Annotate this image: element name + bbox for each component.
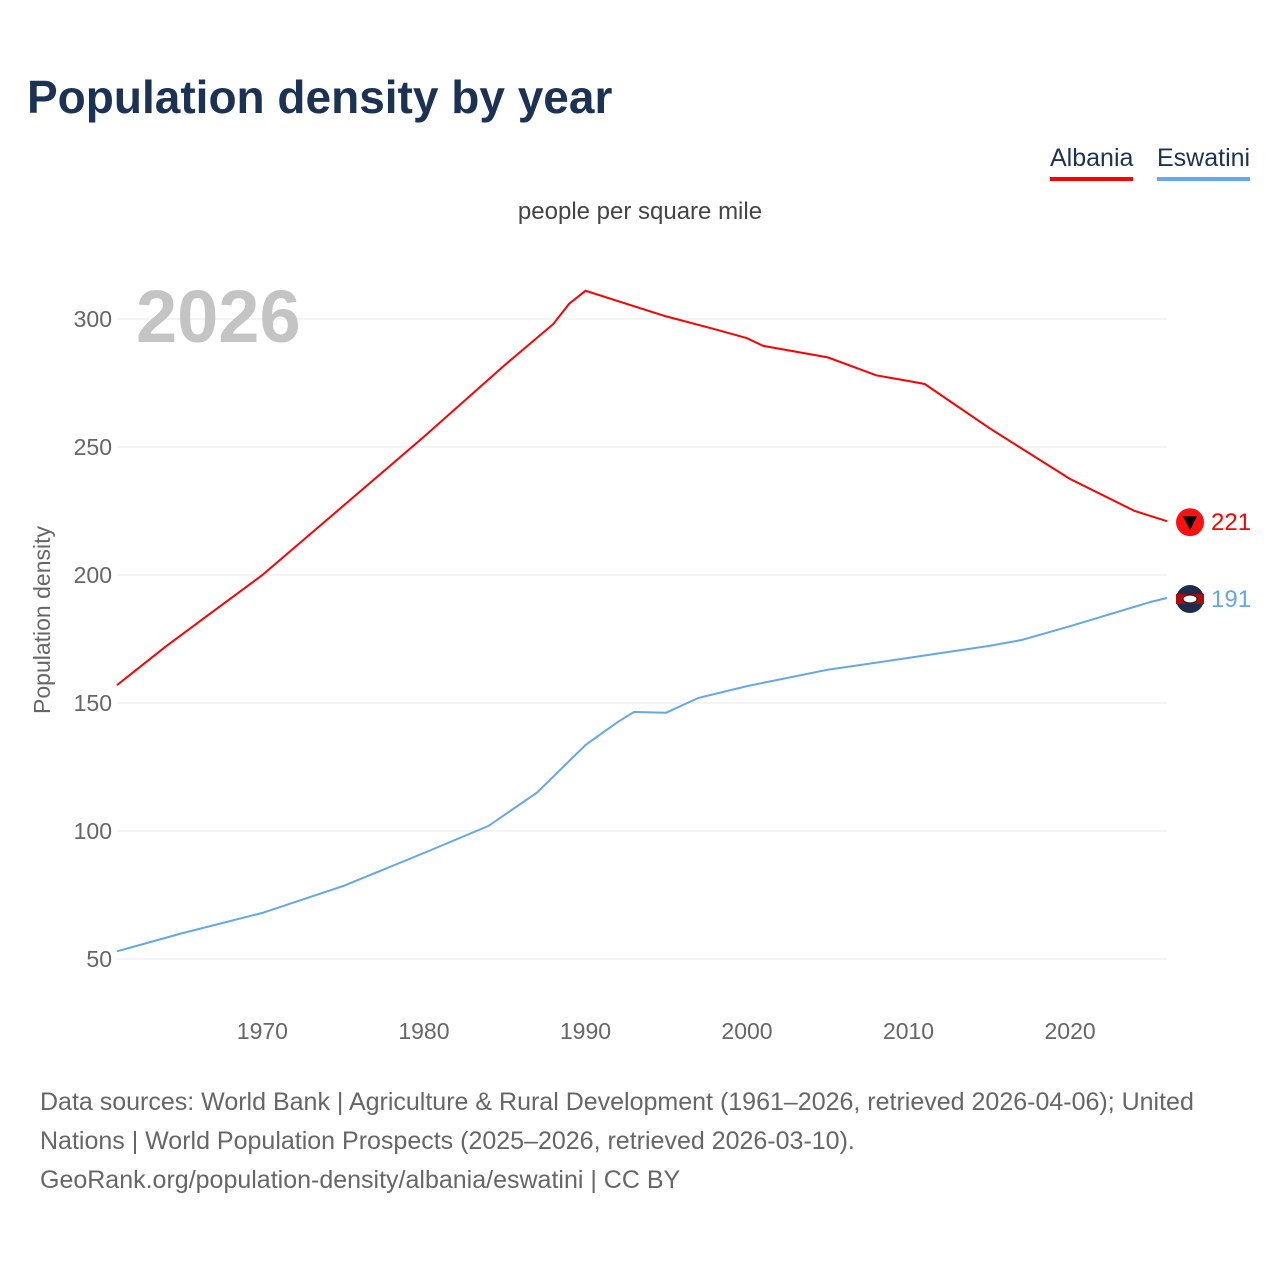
x-tick-label: 1980 bbox=[398, 1018, 449, 1044]
x-tick-label: 2000 bbox=[721, 1018, 772, 1044]
end-value-label: 191 bbox=[1211, 586, 1251, 613]
data-sources: Data sources: World Bank | Agriculture &… bbox=[40, 1083, 1250, 1200]
y-tick-label: 300 bbox=[74, 306, 112, 332]
y-tick-label: 150 bbox=[74, 690, 112, 716]
y-axis-label: Population density bbox=[29, 526, 55, 714]
legend-item-eswatini[interactable]: Eswatini bbox=[1157, 144, 1251, 181]
x-tick-label: 1970 bbox=[237, 1018, 288, 1044]
year-watermark: 2026 bbox=[136, 275, 301, 358]
y-tick-label: 250 bbox=[74, 434, 112, 460]
footer-link[interactable]: GeoRank.org/population-density/albania/e… bbox=[40, 1166, 681, 1194]
x-tick-label: 2020 bbox=[1044, 1018, 1095, 1044]
footer-sources: Data sources: World Bank | Agriculture &… bbox=[40, 1088, 1194, 1155]
legend-item-albania[interactable]: Albania bbox=[1050, 144, 1134, 181]
page-title: Population density by year bbox=[27, 71, 613, 123]
y-tick-label: 50 bbox=[86, 946, 112, 972]
x-tick-label: 2010 bbox=[883, 1018, 934, 1044]
x-tick-label: 1990 bbox=[560, 1018, 611, 1044]
end-value-label: 221 bbox=[1211, 509, 1251, 536]
flag-shield bbox=[1182, 594, 1198, 604]
y-tick-label: 100 bbox=[74, 818, 112, 844]
chart-subtitle: people per square mile bbox=[517, 198, 763, 225]
eagle-shape bbox=[1183, 516, 1197, 531]
y-tick-label: 200 bbox=[74, 562, 112, 588]
series-line-albania bbox=[116, 289, 1168, 686]
series-line-eswatini bbox=[116, 597, 1168, 953]
